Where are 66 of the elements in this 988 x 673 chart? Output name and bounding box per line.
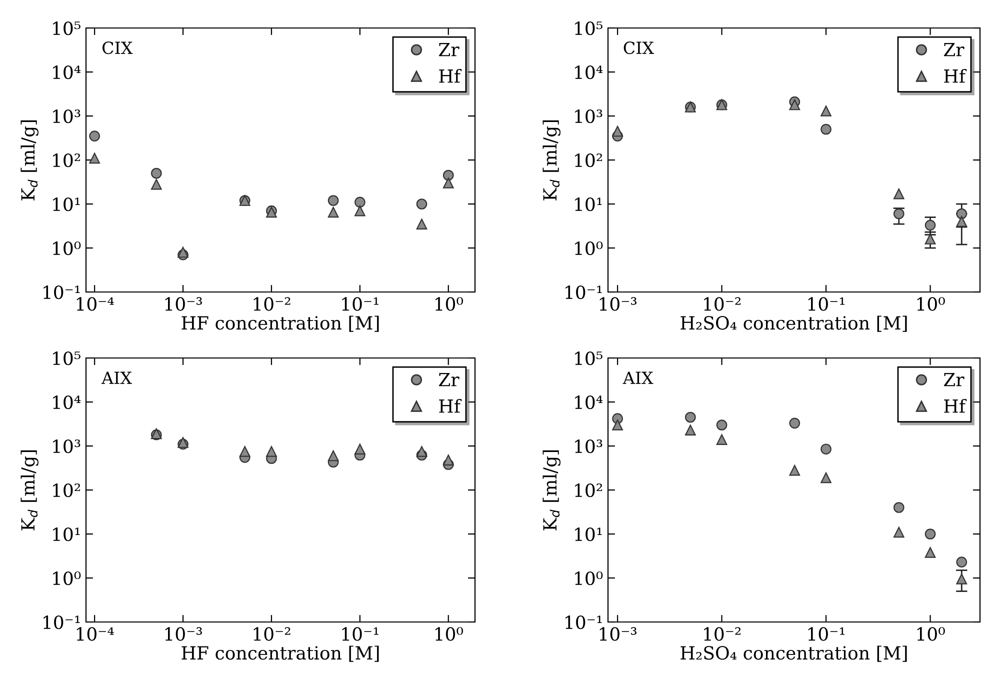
y-tick-label: 10⁵ bbox=[53, 351, 80, 366]
x-tick-label: 10⁻³ bbox=[165, 297, 202, 311]
x-axis-title: H₂SO₄ concentration [M] bbox=[680, 646, 907, 662]
y-tick-label: 10⁴ bbox=[575, 65, 603, 80]
legend-label: Zr bbox=[438, 373, 460, 386]
y-tick-label: 10⁵ bbox=[575, 351, 602, 366]
y-tick-label: 10⁰ bbox=[53, 241, 81, 256]
x-tick-label: 10⁻⁴ bbox=[76, 297, 114, 311]
y-tick-label: 10² bbox=[575, 153, 602, 168]
y-tick-label: 10² bbox=[53, 483, 80, 498]
annotation: AIX bbox=[622, 372, 654, 384]
legend-label: Zr bbox=[438, 43, 460, 56]
legend-label: Zr bbox=[944, 373, 964, 386]
y-tick-label: 10⁻¹ bbox=[44, 615, 80, 630]
y-tick-label: 10⁻¹ bbox=[566, 615, 602, 630]
y-axis-title: K$_{d}$ [ml/g] bbox=[542, 120, 560, 200]
y-tick-label: 10⁴ bbox=[53, 395, 81, 410]
y-tick-label: 10³ bbox=[575, 109, 602, 124]
x-tick-label: 10⁻² bbox=[254, 297, 290, 311]
y-tick-label: 10¹ bbox=[575, 527, 602, 542]
x-tick-label: 10⁻¹ bbox=[342, 627, 378, 641]
x-tick-label: 10⁻³ bbox=[600, 627, 636, 641]
legend-label: Hf bbox=[944, 398, 967, 413]
x-tick-label: 10⁰ bbox=[435, 627, 464, 641]
x-tick-label: 10⁻¹ bbox=[342, 297, 378, 311]
y-tick-label: 10² bbox=[575, 483, 602, 498]
y-tick-label: 10¹ bbox=[53, 527, 80, 542]
x-tick-label: 10⁰ bbox=[917, 627, 945, 641]
y-tick-label: 10⁴ bbox=[575, 395, 603, 410]
y-tick-label: 10⁻¹ bbox=[44, 285, 80, 300]
legend-label: Zr bbox=[944, 43, 964, 56]
y-tick-label: 10⁰ bbox=[53, 571, 81, 586]
y-tick-label: 10⁵ bbox=[575, 21, 602, 36]
x-tick-label: 10⁻¹ bbox=[808, 627, 844, 641]
y-axis-title: K$_{d}$ [ml/g] bbox=[20, 120, 38, 200]
x-axis-title: H₂SO₄ concentration [M] bbox=[680, 316, 907, 332]
legend-label: Hf bbox=[944, 68, 967, 83]
y-axis-title: K$_{d}$ [ml/g] bbox=[20, 450, 38, 530]
y-tick-label: 10⁰ bbox=[575, 571, 603, 586]
y-tick-label: 10³ bbox=[53, 439, 80, 454]
y-tick-label: 10³ bbox=[575, 439, 602, 454]
y-tick-label: 10¹ bbox=[575, 197, 602, 212]
annotation: AIX bbox=[101, 372, 132, 384]
legend-label: Hf bbox=[439, 398, 462, 413]
x-tick-label: 10⁻² bbox=[704, 297, 741, 311]
x-tick-label: 10⁻² bbox=[704, 627, 741, 641]
x-tick-label: 10⁻¹ bbox=[808, 297, 844, 311]
annotation: CIX bbox=[624, 41, 654, 54]
x-tick-label: 10⁰ bbox=[917, 297, 945, 311]
y-tick-label: 10² bbox=[53, 153, 80, 168]
x-tick-label: 10⁻³ bbox=[165, 627, 202, 641]
x-tick-label: 10⁰ bbox=[435, 297, 464, 311]
y-tick-label: 10⁻¹ bbox=[566, 285, 602, 300]
x-tick-label: 10⁻³ bbox=[600, 297, 636, 311]
legend-label: Hf bbox=[439, 68, 462, 83]
y-axis-title: K$_{d}$ [ml/g] bbox=[542, 450, 560, 530]
x-tick-label: 10⁻² bbox=[254, 627, 290, 641]
y-tick-label: 10⁰ bbox=[575, 241, 603, 256]
y-tick-label: 10⁵ bbox=[53, 21, 80, 36]
x-axis-title: HF concentration [M] bbox=[182, 316, 379, 332]
x-axis-title: HF concentration [M] bbox=[182, 646, 379, 662]
y-tick-label: 10⁴ bbox=[53, 65, 81, 80]
y-tick-label: 10¹ bbox=[53, 197, 80, 212]
x-tick-label: 10⁻⁴ bbox=[76, 627, 114, 641]
annotation: CIX bbox=[102, 41, 133, 54]
y-tick-label: 10³ bbox=[53, 109, 80, 124]
